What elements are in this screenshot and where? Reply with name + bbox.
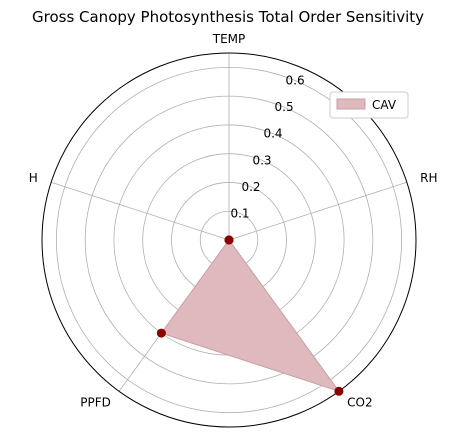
series-layer <box>156 235 344 396</box>
data-point-ppfd <box>156 328 166 338</box>
outer-frame <box>41 52 417 428</box>
r-tick-label: 0.3 <box>252 153 271 167</box>
legend: CAV <box>329 91 409 119</box>
spoke-h <box>51 181 230 241</box>
data-point-h <box>224 235 234 245</box>
r-tick-label: 0.1 <box>230 206 249 220</box>
axis-label-co2: CO2 <box>347 396 372 410</box>
legend-swatch-cav <box>336 98 366 110</box>
r-tick-label: 0.5 <box>275 100 294 114</box>
chart-title: Gross Canopy Photosynthesis Total Order … <box>32 8 424 26</box>
data-point-co2 <box>334 386 344 396</box>
axis-label-rh: RH <box>420 171 437 185</box>
axis-label-h: H <box>29 171 38 185</box>
series-area-cav <box>160 239 341 393</box>
axis-labels: TEMP RH CO2 PPFD H <box>29 32 438 410</box>
r-tick-label: 0.6 <box>286 74 305 88</box>
radial-tick-labels: 0.1 0.2 0.3 0.4 0.5 0.6 <box>230 74 304 221</box>
legend-label-cav: CAV <box>372 98 397 112</box>
axis-label-temp: TEMP <box>212 32 246 46</box>
r-tick-label: 0.4 <box>263 127 282 141</box>
spoke-rh <box>228 181 407 241</box>
axis-label-ppfd: PPFD <box>80 396 111 410</box>
r-tick-label: 0.2 <box>241 180 260 194</box>
